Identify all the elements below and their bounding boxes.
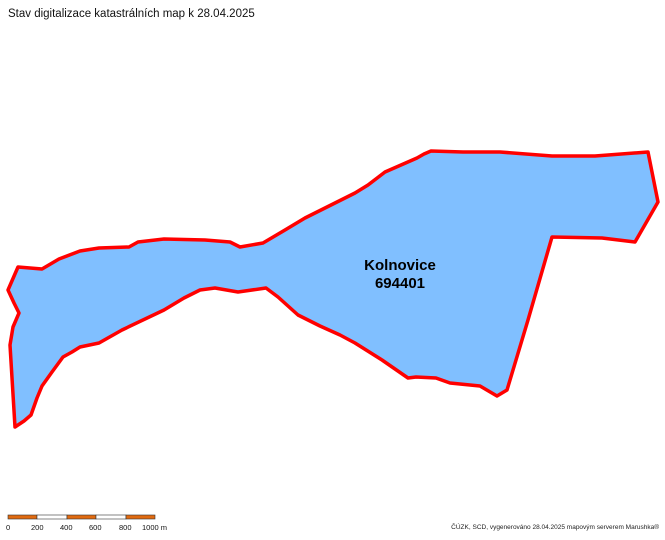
scale-tick-labels: 0 200 400 600 800 1000 m [0,523,200,535]
parcel-label: Kolnovice 694401 [330,257,470,293]
scale-segment [36,514,68,520]
scale-tick-label: 800 [119,523,132,532]
scale-tick-label: 1000 m [142,523,168,532]
scale-tick-label: 400 [60,523,73,532]
scale-bar [7,514,156,520]
cadastral-area-polygon[interactable] [6,149,660,429]
scale-tick-label: 200 [31,523,44,532]
scale-segment [7,514,38,520]
parcel-name: Kolnovice [364,257,436,274]
scale-tick-label: 600 [89,523,102,532]
scale-segment [95,514,127,520]
credit-text: ČÚZK, SCD, vygenerováno 28.04.2025 mapov… [451,524,659,531]
parcel-code: 694401 [374,275,426,292]
map-title: Stav digitalizace katastrálních map k 28… [8,8,255,20]
scale-segment [125,514,156,520]
scale-tick-label: 0 [6,523,11,532]
scale-segment [66,514,97,520]
